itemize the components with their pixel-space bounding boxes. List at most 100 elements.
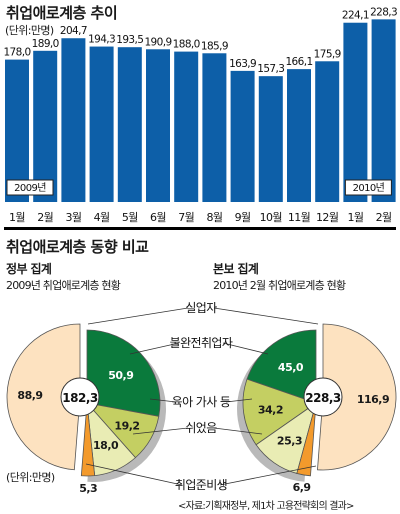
- bar-label-background: [229, 55, 256, 70]
- bar: [146, 49, 170, 202]
- bar-value-label: 204,7: [60, 25, 87, 37]
- section-divider: [4, 227, 396, 230]
- bar-category-label: 11월: [288, 211, 311, 224]
- category-label-bg: [179, 334, 223, 351]
- pie-slice-label: 34,2: [258, 403, 283, 416]
- bar-value-label: 193,5: [116, 34, 143, 46]
- bar: [371, 19, 396, 202]
- bar-value-label: 194,3: [88, 34, 115, 46]
- category-label: 육아 가사 등: [172, 395, 231, 409]
- bar-label-background: [314, 46, 341, 61]
- bar-category-label: 4월: [94, 211, 110, 224]
- leader-line: [85, 463, 183, 486]
- bar-category-label: 6월: [150, 211, 166, 224]
- bar-value-label: 189,0: [32, 38, 59, 50]
- bar-label-background: [60, 23, 87, 38]
- pie-2009: 88,9 50,9 19,2 18,0 5,3 182,3: [6, 323, 167, 495]
- bar: [258, 76, 283, 202]
- bar: [117, 47, 142, 203]
- bar-value-label: 188,0: [173, 39, 200, 51]
- year-marker-box: [344, 179, 392, 196]
- pie-slice-label: 19,2: [114, 420, 139, 433]
- leader-line: [213, 307, 319, 325]
- bar-category-label: 8월: [206, 211, 222, 224]
- bar: [61, 38, 86, 202]
- bar-category-label: 10월: [260, 211, 283, 224]
- bar-value-label: 224,1: [342, 10, 369, 22]
- bar: [230, 70, 255, 202]
- pie-unit: (단위:만명): [6, 471, 55, 484]
- category-label-bg: [182, 476, 220, 493]
- bar-label-background: [88, 31, 115, 46]
- bar-label-background: [4, 44, 30, 59]
- bar-value-label: 178,0: [3, 47, 30, 59]
- bar-category-label: 5월: [122, 211, 138, 224]
- pie-slice: [296, 402, 317, 477]
- right-pie-description: 2010년 2월 취업애로계층 현황: [213, 279, 346, 292]
- pie-slice: [242, 378, 317, 446]
- bar: [89, 46, 114, 203]
- bar-value-label: 228,3: [370, 6, 397, 18]
- bar-category-label: 1월: [347, 211, 363, 224]
- bar: [174, 51, 199, 202]
- year-marker-label: 2009년: [14, 182, 46, 194]
- pie-slice-label: 25,3: [277, 435, 302, 448]
- pie-slice-label: 18,0: [93, 439, 119, 452]
- leader-line: [225, 398, 253, 403]
- bar-label-background: [201, 38, 228, 53]
- bar-label-background: [370, 4, 397, 19]
- bar-label-background: [116, 32, 143, 47]
- bar: [343, 22, 368, 202]
- right-pie-heading: 본보 집계: [213, 262, 259, 276]
- bar-category-label: 2월: [37, 211, 53, 224]
- leader-line: [129, 342, 180, 355]
- bar-value-label: 157,3: [257, 63, 284, 75]
- category-label: 실업자: [185, 301, 217, 315]
- bar-chart: 178,0 1월 189,0 2월 204,7 3월 194,3 4월 193,5 5월 190,9…: [3, 4, 398, 224]
- bar-value-label: 175,9: [314, 48, 341, 60]
- bar-value-label: 190,9: [144, 36, 171, 48]
- bar-category-label: 3월: [65, 211, 81, 224]
- left-pie-description: 2009년 취업애로계층 현황: [6, 279, 121, 292]
- bar-chart-title: 취업애로계층 추이: [6, 4, 118, 22]
- leader-line: [87, 307, 189, 325]
- pie-slice-label: 50,9: [108, 369, 133, 382]
- bar-label-background: [32, 35, 59, 50]
- year-marker-box: [6, 179, 54, 196]
- bar-value-label: 166,1: [285, 56, 312, 68]
- pie-slice: [317, 323, 397, 471]
- bar-value-label: 185,9: [201, 40, 228, 52]
- leader-line: [149, 398, 177, 403]
- pie-slice-label: 116,9: [357, 393, 389, 406]
- bar-label-background: [173, 36, 200, 51]
- bar: [5, 59, 29, 202]
- leader-line: [213, 427, 263, 435]
- category-label: 불완전취업자: [170, 336, 233, 350]
- pie-charts: 88,9 50,9 19,2 18,0 5,3 182,3 116,9 45,0 34,2 25,…: [6, 299, 397, 495]
- bar-label-background: [342, 7, 369, 22]
- bar-chart-unit: (단위:만명): [5, 24, 54, 37]
- bar-label-background: [257, 61, 284, 76]
- leader-line: [132, 427, 189, 435]
- pie-slice: [80, 402, 96, 477]
- bar-category-label: 7월: [178, 211, 194, 224]
- pie-slice: [6, 323, 81, 471]
- pie-slice: [86, 329, 161, 417]
- pie-slice-label: 5,3: [79, 482, 97, 495]
- bar-category-label: 2월: [376, 211, 392, 224]
- category-label-bg: [176, 393, 226, 410]
- bar-category-label: 1월: [9, 211, 25, 224]
- bar-category-label: 12월: [316, 211, 339, 224]
- pie-2010: 116,9 45,0 34,2 25,3 6,9 228,3: [237, 323, 397, 494]
- category-label-bg: [188, 419, 214, 436]
- category-label: 쉬었음: [185, 421, 217, 435]
- pie-slice-label: 88,9: [17, 389, 42, 402]
- pie-slice-label: 45,0: [278, 361, 304, 374]
- leader-line: [219, 465, 317, 486]
- left-pie-heading: 정부 집계: [6, 262, 52, 276]
- source-note: <자료:기획재정부, 제1차 고용전략회의 결과>: [178, 501, 354, 512]
- comparison-title: 취업애로계층 동향 비교: [6, 238, 149, 256]
- year-marker-label: 2010년: [353, 182, 385, 194]
- pie-total-label: 182,3: [62, 391, 98, 405]
